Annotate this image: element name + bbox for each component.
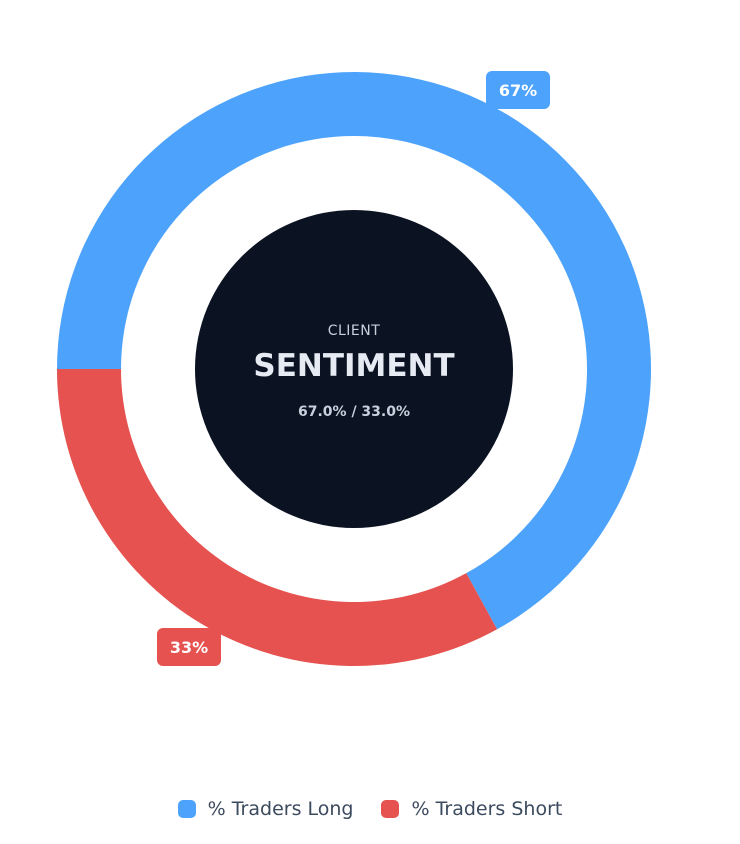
center-label-sentiment: SENTIMENT bbox=[253, 348, 454, 384]
center-label-client: CLIENT bbox=[328, 323, 381, 339]
legend-label-short: % Traders Short bbox=[411, 798, 563, 820]
legend-swatch-short bbox=[381, 800, 400, 818]
data-label-short-text: 33% bbox=[170, 638, 208, 657]
legend-item-short[interactable]: % Traders Short bbox=[381, 798, 562, 820]
data-label-long-text: 67% bbox=[499, 81, 537, 100]
chart-legend: % Traders Long % Traders Short bbox=[0, 798, 740, 820]
data-label-long: 67% bbox=[486, 71, 550, 109]
data-label-badges: 67% 33% bbox=[157, 71, 550, 666]
center-circle bbox=[195, 210, 513, 528]
legend-label-long: % Traders Long bbox=[207, 798, 354, 820]
legend-swatch-long bbox=[177, 800, 196, 818]
data-label-long-bg bbox=[486, 71, 550, 109]
data-label-short-bg bbox=[157, 628, 221, 666]
data-label-short: 33% bbox=[157, 628, 221, 666]
slice-short[interactable] bbox=[57, 369, 498, 666]
center-ratio-label: 67.0% / 33.0% bbox=[298, 404, 410, 420]
legend-item-long[interactable]: % Traders Long bbox=[177, 798, 354, 820]
donut-slices bbox=[57, 71, 651, 666]
